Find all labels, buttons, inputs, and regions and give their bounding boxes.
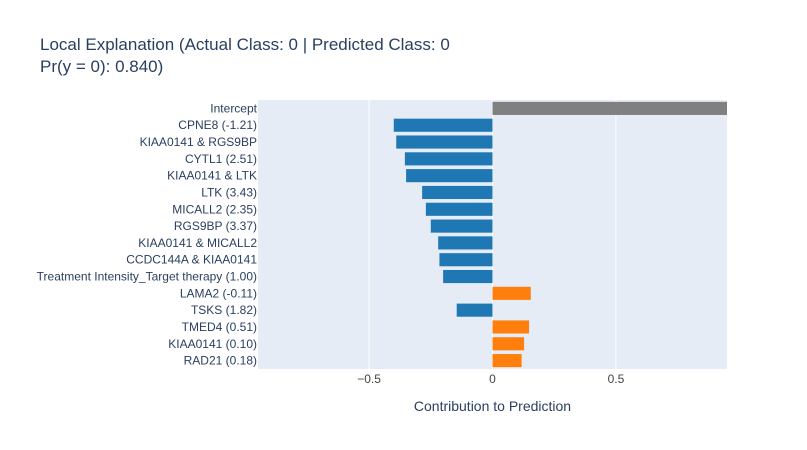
bar bbox=[443, 269, 493, 284]
bar bbox=[456, 303, 493, 317]
y-tick-label: KIAA0141 & MICALL2 bbox=[138, 236, 257, 250]
bar bbox=[404, 152, 493, 166]
x-axis-title: Contribution to Prediction bbox=[414, 398, 571, 414]
y-tick-label: TSKS (1.82) bbox=[191, 303, 257, 317]
bar bbox=[492, 320, 530, 334]
bar bbox=[492, 337, 525, 351]
y-tick-label: RGS9BP (3.37) bbox=[174, 219, 257, 233]
y-tick-label: KIAA0141 & LTK bbox=[167, 169, 257, 183]
y-tick-label: CPNE8 (-1.21) bbox=[178, 118, 257, 132]
y-tick-label: CCDC144A & KIAA0141 bbox=[126, 253, 257, 267]
y-tick-label: TMED4 (0.51) bbox=[182, 320, 257, 334]
bar bbox=[492, 354, 522, 368]
chart-title-line-1: Local Explanation (Actual Class: 0 | Pre… bbox=[40, 35, 450, 54]
chart-title-line-2: Pr(y = 0): 0.840) bbox=[40, 57, 164, 76]
bar bbox=[425, 202, 493, 216]
y-axis-labels: Intercept CPNE8 (-1.21) KIAA0141 & RGS9BP C… bbox=[37, 101, 258, 367]
y-tick-label: Intercept bbox=[210, 101, 257, 115]
x-tick-label: 0.5 bbox=[608, 372, 625, 386]
y-tick-label: KIAA0141 (0.10) bbox=[168, 337, 257, 351]
y-tick-label: CYTL1 (2.51) bbox=[185, 152, 257, 166]
y-tick-label: LTK (3.43) bbox=[201, 185, 257, 199]
bar bbox=[439, 253, 493, 267]
x-tick-label: 0 bbox=[489, 372, 496, 386]
bar bbox=[492, 101, 727, 115]
bar bbox=[438, 236, 493, 250]
y-tick-label: Treatment Intensity_Target therapy (1.00… bbox=[37, 270, 257, 284]
bar bbox=[492, 286, 531, 300]
bar bbox=[422, 185, 493, 200]
y-tick-label: RAD21 (0.18) bbox=[184, 354, 257, 368]
x-tick-label: −0.5 bbox=[357, 372, 381, 386]
bars bbox=[393, 101, 727, 368]
y-tick-label: MICALL2 (2.35) bbox=[172, 202, 257, 216]
bar bbox=[406, 169, 493, 183]
bar bbox=[396, 135, 493, 149]
bar bbox=[393, 118, 493, 132]
chart-title: Local Explanation (Actual Class: 0 | Pre… bbox=[40, 34, 450, 78]
x-axis-ticks: −0.5 0 0.5 bbox=[357, 372, 624, 386]
bar bbox=[430, 219, 493, 233]
y-tick-label: LAMA2 (-0.11) bbox=[180, 286, 257, 300]
y-tick-label: KIAA0141 & RGS9BP bbox=[140, 135, 257, 149]
